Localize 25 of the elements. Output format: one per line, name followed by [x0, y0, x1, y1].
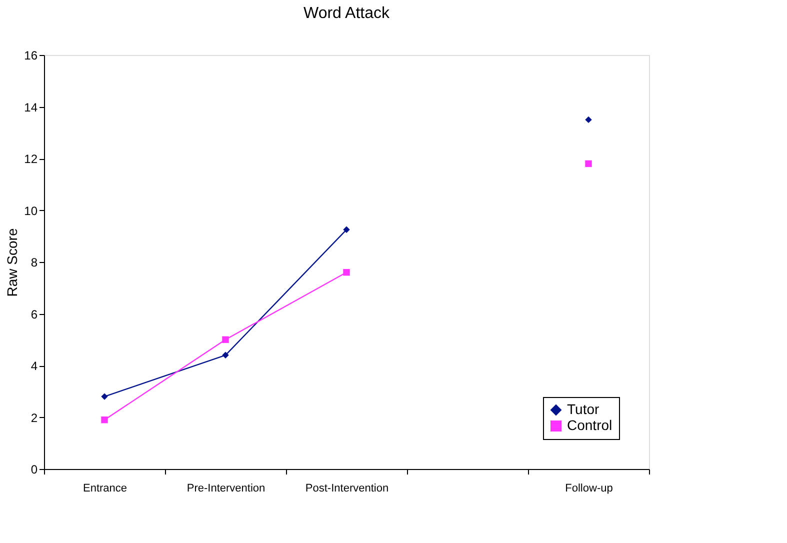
- y-tick-label: 12: [24, 152, 38, 166]
- point: [222, 336, 229, 343]
- x-tick-label: Follow-up: [565, 482, 613, 494]
- legend-label: Tutor: [567, 401, 600, 417]
- y-tick-label: 2: [30, 410, 38, 425]
- y-tick-label: 6: [30, 307, 38, 322]
- y-tick-label: 14: [24, 100, 38, 114]
- y-tick-label: 4: [30, 359, 38, 373]
- y-tick-label: 16: [24, 48, 38, 62]
- x-tick-label: Post-Intervention: [305, 482, 389, 494]
- x-tick-label: Entrance: [82, 482, 128, 494]
- point: [343, 226, 350, 234]
- y-tick-label: 8: [30, 256, 38, 270]
- x-tick-label: Pre-Intervention: [186, 482, 266, 494]
- y-tick-label: 0: [30, 462, 38, 476]
- point: [343, 268, 350, 276]
- legend-label: Control: [567, 417, 612, 433]
- y-axis-title: Raw Score: [4, 228, 20, 297]
- point: [101, 416, 108, 424]
- point: [101, 393, 108, 400]
- chart-title: Word Attack: [304, 5, 390, 22]
- y-tick-label: 10: [24, 204, 38, 218]
- point: [585, 116, 592, 124]
- point: [585, 160, 592, 168]
- point: [222, 352, 229, 359]
